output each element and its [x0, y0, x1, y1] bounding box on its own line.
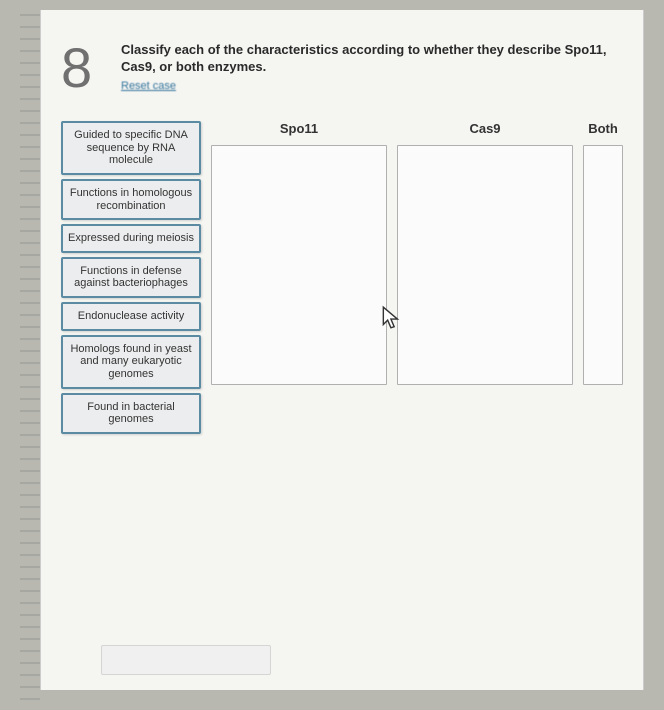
drop-zone-cas9[interactable]	[397, 145, 573, 385]
drop-zone-both[interactable]	[583, 145, 623, 385]
bin-label-both: Both	[588, 121, 618, 139]
card-pool: Guided to specific DNA sequence by RNA m…	[61, 121, 201, 434]
question-number: 8	[61, 40, 103, 96]
notebook-spiral	[20, 10, 40, 710]
bin-column-spo11: Spo11	[211, 121, 387, 434]
bin-label-spo11: Spo11	[280, 121, 318, 139]
card-defense-phages[interactable]: Functions in defense against bacteriopha…	[61, 257, 201, 298]
card-expressed-meiosis[interactable]: Expressed during meiosis	[61, 224, 201, 253]
reset-link[interactable]: Reset case	[121, 80, 176, 92]
card-homologous-recomb[interactable]: Functions in homologous recombination	[61, 179, 201, 220]
page-container: 8 Classify each of the characteristics a…	[40, 10, 644, 690]
question-text-block: Classify each of the characteristics acc…	[121, 40, 623, 96]
drop-zone-spo11[interactable]	[211, 145, 387, 385]
drop-bins: Spo11 Cas9 Both	[211, 121, 623, 434]
instruction-text: Classify each of the characteristics acc…	[121, 42, 623, 76]
footer-placeholder-card	[101, 645, 271, 675]
bin-column-both: Both	[583, 121, 623, 434]
card-eukaryotic-homologs[interactable]: Homologs found in yeast and many eukaryo…	[61, 335, 201, 389]
question-header: 8 Classify each of the characteristics a…	[61, 40, 623, 96]
card-guided-rna[interactable]: Guided to specific DNA sequence by RNA m…	[61, 121, 201, 175]
card-bacterial-genomes[interactable]: Found in bacterial genomes	[61, 393, 201, 434]
bin-label-cas9: Cas9	[469, 121, 500, 139]
bin-column-cas9: Cas9	[397, 121, 573, 434]
card-endonuclease[interactable]: Endonuclease activity	[61, 302, 201, 331]
drag-drop-activity: Guided to specific DNA sequence by RNA m…	[61, 121, 623, 434]
